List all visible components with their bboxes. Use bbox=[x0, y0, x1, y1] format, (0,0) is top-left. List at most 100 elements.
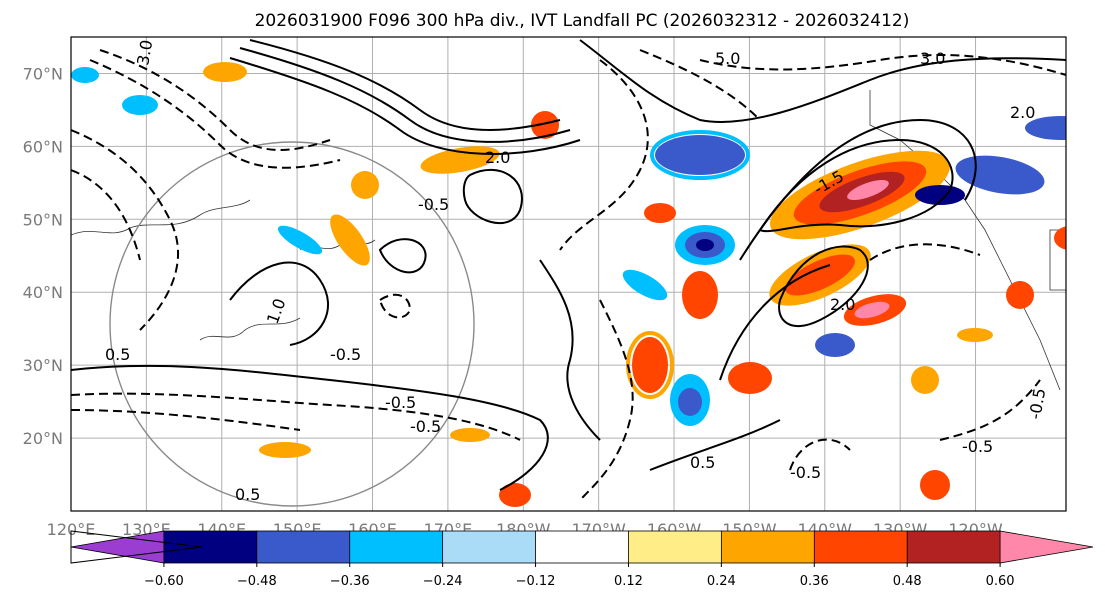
shade-blob bbox=[728, 362, 772, 394]
contour-label: -0.5 bbox=[962, 437, 993, 456]
shade-blob bbox=[499, 483, 531, 507]
colorbar-cell bbox=[720, 530, 816, 564]
contour-dashed bbox=[639, 49, 761, 121]
shade-blob bbox=[955, 155, 1045, 195]
contour-label: -0.5 bbox=[385, 393, 416, 412]
contour-dashed bbox=[869, 243, 981, 261]
shade-blob bbox=[1054, 226, 1066, 250]
colorbar-tick-label: 0.36 bbox=[800, 574, 829, 589]
contour-dashed bbox=[71, 392, 521, 441]
shade-blob bbox=[531, 111, 559, 139]
shade-blob bbox=[854, 301, 890, 319]
shade-blob bbox=[450, 428, 490, 442]
colorbar-tick-label: −0.12 bbox=[516, 574, 556, 589]
contour-solid bbox=[378, 238, 427, 274]
contour-solid bbox=[758, 138, 954, 233]
shade-blob bbox=[920, 470, 950, 500]
shade-blob bbox=[696, 239, 714, 251]
contour-label: 0.5 bbox=[105, 345, 130, 364]
shade-blob bbox=[785, 254, 855, 296]
shade-blob bbox=[632, 337, 668, 393]
shade-blob bbox=[915, 185, 965, 205]
contour-solid bbox=[249, 39, 561, 131]
contour-solid bbox=[229, 261, 330, 346]
shade-blob bbox=[622, 269, 668, 301]
map-panel: 3.0 5.0 3.0 2.0 2.0 -1.5 0.5 -0.5 -0.5 -… bbox=[23, 36, 1067, 539]
colorbar-tick-label: 0.60 bbox=[986, 574, 1015, 589]
colorbar-tick-label: −0.48 bbox=[237, 574, 277, 589]
contour-solid bbox=[778, 245, 869, 327]
colorbar-cell bbox=[813, 530, 909, 564]
contour-label: 5.0 bbox=[715, 49, 740, 68]
contour-label: -0.5 bbox=[790, 463, 821, 482]
contour-label: 3.0 bbox=[133, 38, 156, 66]
shade-blob bbox=[1006, 281, 1034, 309]
shade-blob bbox=[655, 135, 745, 175]
contour-dashed bbox=[99, 49, 331, 151]
contour-dashed bbox=[71, 129, 179, 331]
contour-solid bbox=[649, 419, 781, 471]
colorbar-tick-label: −0.24 bbox=[423, 574, 463, 589]
colorbar-tick-label: −0.60 bbox=[144, 574, 184, 589]
contour-dashed bbox=[71, 169, 141, 261]
contour-solid bbox=[229, 57, 581, 155]
colorbar-tick-label: 0.12 bbox=[614, 574, 643, 589]
colorbar-cell bbox=[256, 530, 351, 564]
colorbar-cell bbox=[349, 530, 444, 564]
contour-label: -0.5 bbox=[418, 195, 449, 214]
lat-tick-label: 60°N bbox=[23, 137, 63, 156]
contour-dashed bbox=[699, 54, 1066, 76]
lat-tick-label: 50°N bbox=[23, 210, 63, 229]
contour-label: 2.0 bbox=[830, 295, 855, 314]
colorbar-frame-left bbox=[70, 530, 203, 564]
contours bbox=[71, 39, 1066, 491]
contour-dashed bbox=[939, 379, 1041, 441]
colorbar-cell bbox=[442, 530, 537, 564]
shade-blob bbox=[815, 333, 855, 357]
colorbar-cell bbox=[999, 530, 1094, 564]
contour-dashed bbox=[559, 59, 649, 251]
contour-label: -0.5 bbox=[410, 417, 441, 436]
colorbar-tick-label: −0.36 bbox=[330, 574, 370, 589]
map-frame bbox=[70, 36, 1067, 512]
lat-tick-label: 20°N bbox=[23, 429, 63, 448]
contour-solid bbox=[71, 364, 549, 491]
shade-blob bbox=[203, 62, 247, 82]
coastline-north-america bbox=[869, 90, 1061, 391]
latitude-labels: 70°N 60°N 50°N 40°N 30°N 20°N bbox=[23, 64, 63, 448]
coastline-asia bbox=[71, 199, 251, 236]
shade-blob bbox=[122, 95, 158, 115]
shade-blob bbox=[847, 180, 889, 200]
contour-label: -0.5 bbox=[330, 345, 361, 364]
contour-dashed bbox=[579, 299, 634, 501]
shade-blob bbox=[351, 171, 379, 199]
shade-blob bbox=[1025, 116, 1066, 140]
shade-blob bbox=[682, 271, 718, 319]
lon-tick-label: 120°E bbox=[47, 520, 96, 539]
contours-dashed bbox=[71, 49, 1066, 501]
contour-label: 0.5 bbox=[235, 485, 260, 504]
region-circle bbox=[109, 141, 475, 507]
contour-label: 0.5 bbox=[690, 453, 715, 472]
shade-blob bbox=[650, 130, 750, 180]
lat-tick-label: 70°N bbox=[23, 64, 63, 83]
shade-blob bbox=[330, 214, 370, 266]
shade-blob bbox=[911, 366, 939, 394]
shade-blob bbox=[277, 225, 323, 255]
contour-solid bbox=[239, 47, 571, 143]
colorbar-cell bbox=[906, 530, 1001, 564]
shade-blob bbox=[644, 203, 676, 223]
colorbar: −0.60 −0.48 −0.36 −0.24 −0.12 0.12 0.24 0.36 0.4… bbox=[70, 530, 1094, 589]
contour-solid bbox=[462, 169, 523, 225]
colorbar-cell bbox=[535, 530, 630, 564]
contour-solid bbox=[739, 118, 977, 261]
us-state-border bbox=[1049, 229, 1066, 291]
lat-tick-label: 40°N bbox=[23, 283, 63, 302]
colorbar-cell bbox=[628, 530, 723, 564]
contour-solid bbox=[719, 264, 831, 381]
colorbar-cell bbox=[163, 530, 258, 564]
contour-solid bbox=[579, 39, 1066, 123]
shade-blob bbox=[71, 67, 99, 83]
colorbar-tick-label: 0.48 bbox=[893, 574, 922, 589]
